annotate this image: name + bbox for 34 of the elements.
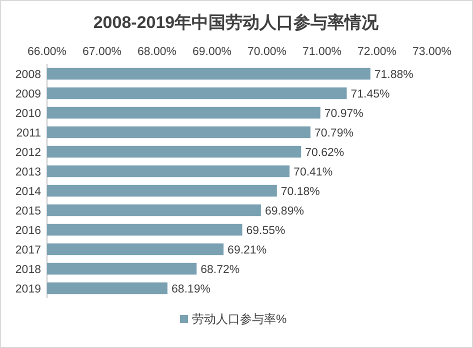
x-tick-label: 67.00% bbox=[82, 46, 122, 58]
x-tick-label: 68.00% bbox=[137, 46, 177, 58]
x-tick-label: 69.00% bbox=[192, 46, 232, 58]
data-label: 68.19% bbox=[171, 283, 210, 296]
x-tick-label: 70.00% bbox=[247, 46, 287, 58]
y-tick-label: 2010 bbox=[15, 108, 41, 120]
data-label: 70.79% bbox=[314, 127, 354, 140]
legend-label: 劳动人口参与率% bbox=[192, 312, 287, 326]
y-tick-label: 2008 bbox=[15, 68, 41, 81]
y-tick-label: 2015 bbox=[15, 205, 41, 218]
y-tick-label: 2016 bbox=[15, 224, 41, 237]
y-tick-label: 2009 bbox=[15, 88, 41, 100]
y-tick-label: 2018 bbox=[15, 264, 41, 276]
x-tick-label: 72.00% bbox=[357, 46, 397, 58]
x-tick-label: 71.00% bbox=[302, 46, 342, 58]
y-tick-label: 2012 bbox=[15, 146, 41, 159]
y-tick-label: 2019 bbox=[15, 283, 41, 296]
data-label: 69.89% bbox=[264, 205, 304, 218]
data-label: 69.21% bbox=[228, 244, 267, 256]
data-label: 68.72% bbox=[200, 264, 240, 276]
y-tick-label: 2017 bbox=[15, 244, 41, 256]
data-label: 70.97% bbox=[324, 108, 364, 120]
x-tick-label: 66.00% bbox=[27, 46, 67, 58]
y-tick-label: 2011 bbox=[16, 127, 41, 140]
chart-title: 2008-2019年中国劳动人口参与率情况 bbox=[93, 13, 380, 32]
data-label: 69.55% bbox=[246, 224, 286, 237]
data-label: 70.18% bbox=[280, 186, 320, 198]
data-label: 71.45% bbox=[350, 88, 390, 100]
data-label: 70.41% bbox=[294, 166, 333, 178]
data-label: 70.62% bbox=[305, 146, 344, 159]
x-tick-label: 73.00% bbox=[412, 46, 452, 58]
y-tick-label: 2013 bbox=[15, 166, 41, 178]
data-label: 71.88% bbox=[374, 68, 414, 81]
y-tick-label: 2014 bbox=[15, 186, 42, 198]
